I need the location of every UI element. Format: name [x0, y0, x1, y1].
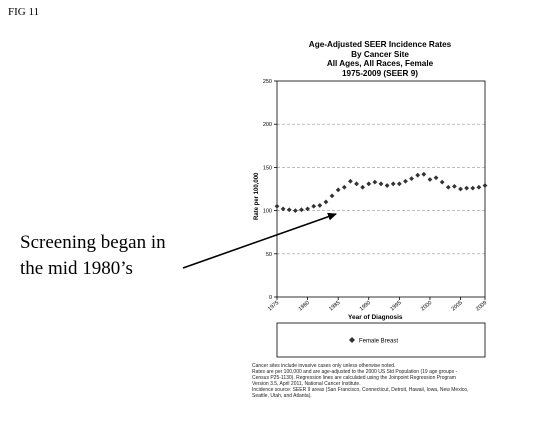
data-point — [409, 176, 414, 182]
chart-title-line: All Ages, All Races, Female — [326, 59, 434, 69]
x-tick-label: 2005 — [451, 300, 464, 312]
data-point — [427, 177, 433, 182]
x-tick-label: 1990 — [359, 300, 372, 312]
data-point — [292, 208, 298, 213]
x-tick-label: 1995 — [389, 300, 402, 312]
data-point — [396, 181, 402, 187]
series-points — [274, 171, 488, 213]
data-point — [403, 178, 408, 184]
data-point — [439, 179, 445, 185]
y-tick-label: 50 — [266, 252, 272, 258]
y-tick-label: 200 — [263, 122, 272, 128]
footnote-line: Version 3.5, April 2011, National Cancer… — [252, 381, 361, 388]
x-tick-label: 1975 — [267, 300, 280, 312]
data-point — [445, 184, 451, 190]
data-point — [305, 206, 310, 212]
data-point — [323, 199, 329, 205]
footnote-line: Census P25-1130). Regression lines are c… — [252, 375, 456, 382]
data-point — [476, 184, 482, 190]
x-tick-label: 2000 — [420, 300, 433, 312]
y-tick-label: 0 — [269, 295, 272, 301]
annotation-line: the mid 1980’s — [20, 258, 133, 279]
data-point — [390, 181, 396, 187]
x-axis: 1975 1980 1985 1990 1995 2000 2005 2009 — [267, 297, 488, 312]
footnotes: Cancer sites include invasive cases only… — [252, 363, 512, 400]
data-point — [372, 179, 378, 185]
chart-title-line: By Cancer Site — [351, 49, 409, 59]
data-point — [286, 207, 292, 213]
data-point — [280, 206, 286, 212]
x-tick-label: 1985 — [328, 300, 341, 312]
footnote-line: Rates are per 100,000 and are age-adjust… — [252, 369, 458, 376]
data-point — [421, 171, 427, 177]
data-point — [366, 181, 372, 187]
data-point — [335, 187, 341, 193]
figure-label: FIG 11 — [8, 6, 40, 18]
footnote-line: Incidence source: SEER 9 areas (San Fran… — [252, 387, 469, 394]
data-point — [274, 203, 280, 209]
screening-annotation: Screening began in the mid 1980’s — [20, 230, 166, 282]
x-tick-label: 2009 — [475, 300, 488, 312]
y-tick-label: 100 — [263, 209, 272, 215]
legend-label: Female Breast — [359, 339, 398, 345]
data-point — [360, 184, 366, 190]
data-point — [317, 203, 323, 208]
plot-frame — [276, 80, 486, 298]
annotation-line: Screening began in — [20, 232, 166, 253]
x-tick-label: 1980 — [298, 300, 311, 312]
y-tick-label: 250 — [263, 79, 272, 85]
y-axis-label: Rate per 100,000 — [254, 172, 260, 220]
data-point — [341, 184, 347, 190]
x-axis-label: Year of Diagnosis — [348, 314, 403, 321]
footnote-line: Seattle, Utah, and Atlanta). — [252, 393, 312, 400]
data-point — [354, 181, 359, 187]
data-point — [378, 181, 384, 187]
y-axis: 0 50 100 150 200 250 — [263, 79, 277, 301]
y-tick-label: 150 — [263, 165, 272, 171]
annotation-arrow — [182, 212, 337, 269]
data-point — [348, 178, 353, 184]
data-point — [458, 186, 463, 192]
gridlines — [277, 123, 485, 255]
data-point — [311, 203, 317, 209]
legend-box — [276, 322, 486, 358]
data-point — [329, 193, 335, 199]
legend-marker-icon — [349, 337, 355, 343]
data-point — [299, 207, 304, 213]
chart-title-line: 1975-2009 (SEER 9) — [341, 68, 418, 78]
chart-title-line: Age-Adjusted SEER Incidence Rates — [308, 40, 452, 49]
data-point — [433, 175, 439, 181]
data-point — [452, 184, 457, 189]
data-point — [470, 185, 476, 191]
chart-title: Age-Adjusted SEER Incidence Rates By Can… — [260, 40, 500, 78]
data-point — [464, 185, 470, 191]
data-point — [482, 183, 488, 188]
data-point — [384, 183, 390, 188]
footnote-line: Cancer sites include invasive cases only… — [252, 363, 396, 369]
data-point — [415, 172, 421, 178]
